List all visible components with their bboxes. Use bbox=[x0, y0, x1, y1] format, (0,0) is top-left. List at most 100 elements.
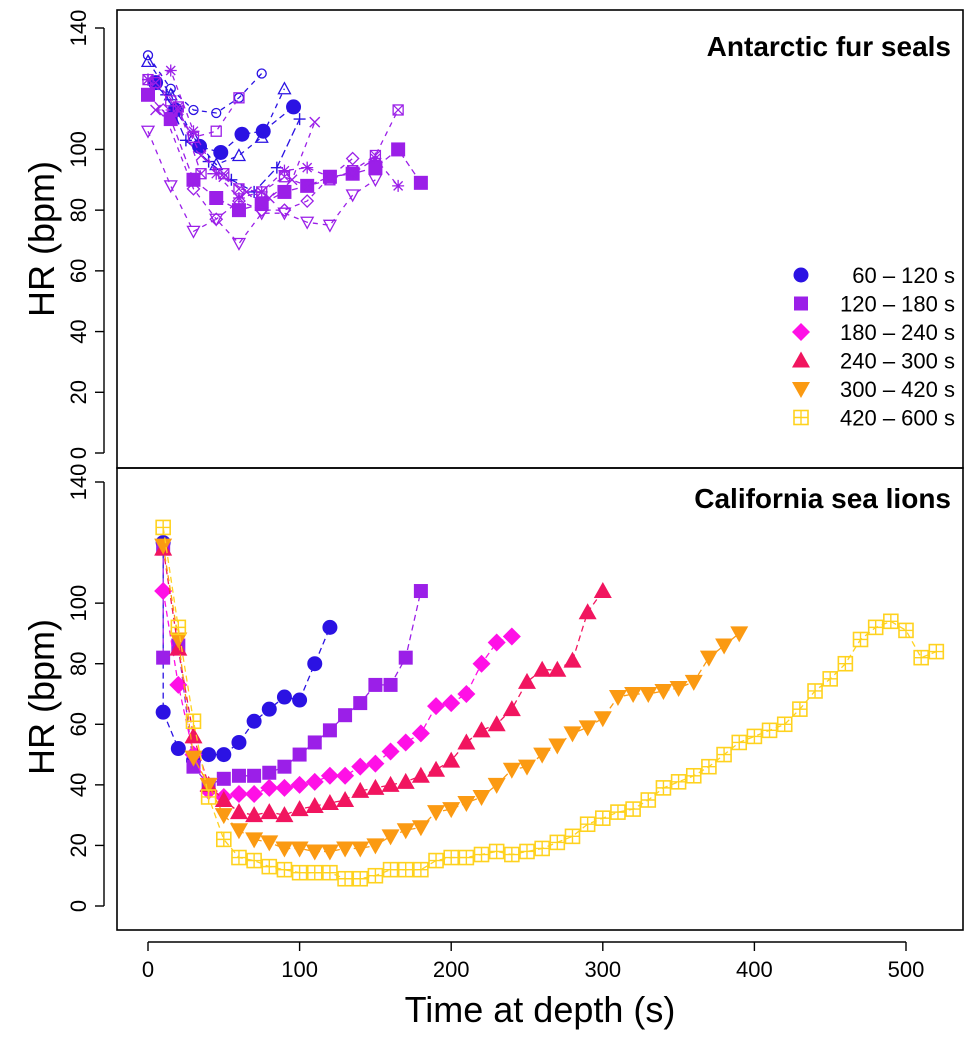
data-series bbox=[154, 538, 749, 861]
y-tick-label: 140 bbox=[66, 464, 91, 501]
data-point bbox=[502, 762, 521, 779]
data-point bbox=[247, 768, 262, 783]
data-point bbox=[427, 760, 446, 777]
data-point bbox=[255, 123, 271, 139]
panel-california-sea-lions: California sea lions 0 20 40 60 80 100 140 0 10… bbox=[21, 464, 964, 1030]
data-point bbox=[761, 722, 778, 739]
data-point bbox=[518, 672, 536, 689]
data-point bbox=[502, 627, 521, 646]
data-point bbox=[307, 656, 323, 672]
data-point bbox=[195, 168, 207, 180]
data-point bbox=[593, 711, 612, 728]
data-point bbox=[169, 675, 188, 694]
y-tick-label: 60 bbox=[66, 712, 91, 736]
data-point bbox=[229, 803, 248, 820]
data-point bbox=[548, 660, 567, 677]
data-point bbox=[624, 687, 643, 703]
data-point bbox=[345, 151, 360, 166]
data-point bbox=[188, 104, 199, 116]
data-point bbox=[231, 237, 247, 251]
data-point bbox=[323, 170, 336, 183]
data-series bbox=[150, 104, 321, 204]
data-point bbox=[730, 626, 749, 643]
data-point bbox=[210, 125, 222, 137]
data-point bbox=[413, 861, 429, 878]
data-point bbox=[163, 180, 178, 194]
data-point bbox=[216, 771, 231, 786]
data-point bbox=[549, 834, 566, 851]
data-point bbox=[564, 828, 581, 845]
data-point bbox=[214, 808, 233, 825]
x-tick-label: 0 bbox=[142, 957, 154, 982]
data-point bbox=[277, 207, 292, 221]
legend-label: 300 – 420 s bbox=[840, 377, 955, 402]
data-point bbox=[442, 802, 461, 819]
data-point bbox=[246, 852, 262, 869]
data-point bbox=[286, 99, 302, 115]
data-point bbox=[155, 704, 171, 720]
data-point bbox=[170, 741, 186, 757]
data-point bbox=[172, 104, 184, 116]
data-point bbox=[154, 538, 173, 555]
data-point bbox=[442, 751, 461, 768]
data-point bbox=[504, 846, 520, 863]
data-point bbox=[231, 734, 247, 750]
y-tick-label: 80 bbox=[66, 651, 91, 675]
plot-frame bbox=[116, 467, 964, 931]
data-point bbox=[534, 840, 550, 857]
data-point bbox=[792, 701, 808, 717]
data-point bbox=[185, 713, 202, 730]
data-point bbox=[413, 584, 428, 599]
y-tick-label: 20 bbox=[66, 833, 91, 857]
data-point bbox=[231, 849, 247, 866]
data-point bbox=[411, 820, 430, 837]
data-point bbox=[898, 622, 914, 639]
data-point bbox=[533, 660, 552, 677]
y-axis: 0 20 40 60 80 100 140 bbox=[66, 10, 105, 459]
data-point bbox=[442, 694, 461, 713]
data-point bbox=[368, 160, 383, 175]
data-point bbox=[579, 816, 596, 833]
data-point bbox=[184, 727, 203, 744]
y-tick-label: 100 bbox=[66, 585, 91, 622]
x-axis: 0 100 200 300 400 500 bbox=[142, 941, 924, 982]
data-point bbox=[351, 841, 370, 858]
data-point bbox=[457, 796, 476, 813]
data-point bbox=[216, 747, 232, 763]
series-line bbox=[155, 82, 399, 193]
data-point bbox=[518, 759, 536, 776]
data-point bbox=[366, 778, 385, 795]
data-point bbox=[261, 858, 278, 875]
data-point bbox=[277, 184, 292, 199]
data-point bbox=[290, 800, 309, 817]
data-point bbox=[275, 841, 294, 858]
data-point bbox=[322, 219, 338, 233]
panel-title: California sea lions bbox=[694, 483, 951, 514]
data-point bbox=[218, 171, 230, 183]
series-line bbox=[147, 69, 399, 199]
data-point bbox=[443, 849, 460, 866]
data-point bbox=[234, 126, 250, 142]
data-series bbox=[140, 125, 383, 251]
legend-marker bbox=[792, 351, 810, 368]
data-point bbox=[275, 778, 294, 797]
data-point bbox=[211, 107, 222, 119]
data-point bbox=[731, 734, 748, 751]
y-tick-label: 140 bbox=[66, 10, 91, 47]
data-point bbox=[472, 654, 491, 673]
data-point bbox=[305, 772, 324, 791]
data-point bbox=[640, 792, 657, 808]
data-point bbox=[320, 844, 339, 861]
data-point bbox=[392, 104, 404, 116]
data-point bbox=[346, 167, 359, 180]
data-point bbox=[307, 735, 322, 750]
data-point bbox=[396, 823, 415, 840]
data-point bbox=[487, 633, 506, 652]
data-point bbox=[301, 161, 314, 174]
legend-entry: 120 – 180 s bbox=[794, 292, 955, 317]
data-point bbox=[413, 175, 428, 190]
data-point bbox=[716, 746, 732, 763]
data-point bbox=[669, 680, 688, 697]
data-series bbox=[142, 64, 405, 204]
series-line bbox=[162, 545, 740, 853]
